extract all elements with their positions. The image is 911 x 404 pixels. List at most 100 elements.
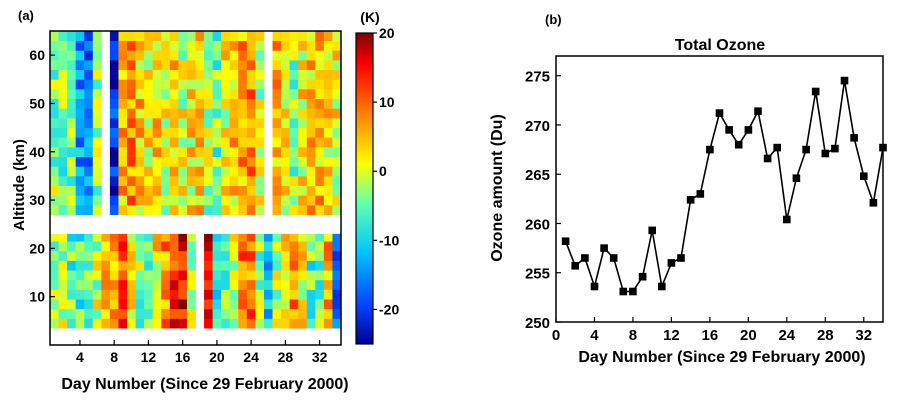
heatmap-cell — [255, 137, 265, 148]
heatmap-cell — [323, 250, 333, 261]
heatmap-cell — [84, 185, 94, 196]
heatmap-cell — [109, 88, 119, 100]
heatmap-cell — [281, 241, 291, 252]
heatmap-cell — [238, 308, 248, 319]
heatmap-cell — [58, 79, 68, 90]
heatmap-cell — [186, 31, 196, 42]
heatmap-cell — [281, 204, 291, 215]
heatmap-cell — [229, 204, 239, 215]
heatmap-cell — [144, 31, 154, 42]
heatmap-cell — [144, 50, 154, 61]
heatmap-cell — [204, 40, 214, 51]
heatmap-cell — [118, 279, 128, 290]
heatmap-cell — [246, 108, 256, 119]
heatmap-cell — [221, 117, 231, 129]
heatmap-cell — [92, 185, 102, 196]
heatmap-cell — [84, 79, 94, 90]
heatmap-cell — [161, 175, 171, 186]
ozone-data-point — [696, 190, 705, 198]
heatmap-cell — [298, 59, 308, 71]
heatmap-cell — [109, 175, 119, 186]
heatmap-cell — [178, 69, 188, 80]
heatmap-cell — [135, 40, 145, 51]
heatmap-cell — [255, 50, 265, 61]
heatmap-cell — [323, 308, 333, 319]
heatmap-cell — [161, 31, 171, 42]
heatmap-cell — [50, 233, 59, 242]
heatmap-cell — [306, 146, 316, 157]
heatmap-cell — [169, 260, 179, 271]
ozone-x-tick-label: 12 — [663, 327, 680, 344]
heatmap-cell — [204, 108, 214, 119]
heatmap-cell — [67, 40, 77, 51]
heatmap-cell — [127, 175, 136, 186]
heatmap-cell — [127, 108, 136, 119]
heatmap-cell — [315, 279, 325, 290]
heatmap-cell — [169, 137, 179, 148]
panel-b-label: (b) — [545, 12, 562, 27]
heatmap-cell — [289, 79, 299, 90]
heatmap-cell — [109, 40, 119, 51]
ozone-data-point — [840, 76, 849, 85]
heatmap-cell — [152, 31, 162, 42]
heatmap-cell — [161, 156, 171, 167]
heatmap-cell — [127, 289, 136, 300]
heatmap-cell — [212, 175, 222, 186]
heatmap-cell — [289, 250, 299, 261]
heatmap-cell — [127, 260, 136, 271]
heatmap-cell — [152, 117, 162, 129]
heatmap-cell — [332, 299, 342, 310]
heatmap-cell — [127, 127, 136, 138]
heatmap-cell — [332, 50, 342, 61]
heatmap-cell — [75, 69, 85, 80]
heatmap-cell — [92, 318, 102, 329]
heatmap-cell — [169, 146, 179, 157]
heatmap-cell — [204, 98, 214, 109]
heatmap-cell — [212, 146, 222, 157]
heatmap-cell — [272, 250, 282, 261]
heatmap-cell — [298, 185, 308, 196]
ozone-x-axis-title: Day Number (Since 29 February 2000) — [578, 349, 865, 366]
heatmap-cell — [84, 204, 94, 215]
heatmap-cell — [204, 299, 214, 310]
heatmap-cell — [50, 108, 59, 119]
ozone-data-point — [706, 145, 714, 154]
heatmap-cell — [246, 241, 256, 252]
heatmap-cell — [135, 233, 145, 242]
heatmap-cell — [92, 146, 102, 157]
heatmap-cell — [109, 108, 119, 119]
heatmap-x-tick-label: 4 — [76, 349, 84, 365]
heatmap-cell — [101, 233, 111, 242]
heatmap-cell — [221, 241, 231, 252]
heatmap-cell — [315, 117, 325, 129]
heatmap-cell — [127, 117, 136, 129]
heatmap-cell — [281, 270, 291, 281]
heatmap-cell — [135, 146, 145, 157]
heatmap-cell — [92, 98, 102, 109]
ozone-x-axis: 0 4 8 12 16 20 24 28 32 — [552, 317, 872, 344]
heatmap-cell — [58, 195, 68, 206]
heatmap-cell — [92, 69, 102, 80]
heatmap-cell — [135, 250, 145, 261]
ozone-data-point — [879, 143, 887, 152]
heatmap-cell — [144, 108, 154, 119]
heatmap-cell — [67, 299, 77, 310]
heatmap-cell — [186, 137, 196, 148]
heatmap-cell — [127, 69, 136, 80]
heatmap-cell — [221, 299, 231, 310]
heatmap-cell — [246, 146, 256, 157]
heatmap-cell — [332, 195, 342, 206]
heatmap-cell — [298, 108, 308, 119]
heatmap-cell — [135, 98, 145, 109]
heatmap-cell — [58, 166, 68, 177]
heatmap-cell — [204, 69, 214, 80]
heatmap-cell — [58, 318, 68, 329]
heatmap-cell — [204, 241, 214, 252]
heatmap-cell — [169, 156, 179, 167]
heatmap-cell — [127, 137, 136, 148]
heatmap-cell — [255, 270, 265, 281]
heatmap-cell — [238, 299, 248, 310]
heatmap-cell — [212, 318, 222, 329]
heatmap-cell — [306, 299, 316, 310]
heatmap-cell — [255, 79, 265, 90]
